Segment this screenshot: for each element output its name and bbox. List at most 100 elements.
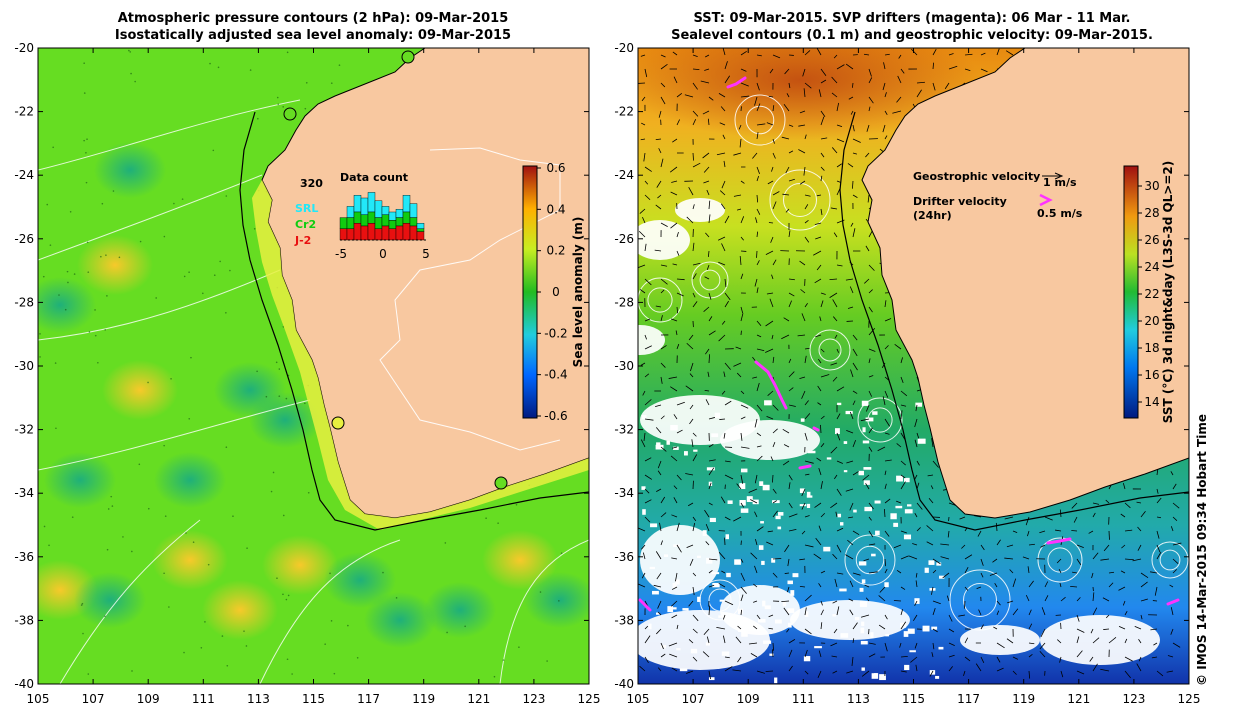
stipple-dot <box>106 295 108 297</box>
velocity-arrow <box>964 637 969 644</box>
velocity-arrow <box>849 286 854 294</box>
velocity-arrow <box>705 523 710 532</box>
warm-water-patch <box>638 48 980 140</box>
sea-level-contour <box>769 169 831 231</box>
velocity-arrow <box>868 375 874 378</box>
velocity-arrow <box>804 473 810 476</box>
velocity-arrow <box>804 649 808 658</box>
velocity-arrow <box>848 598 854 602</box>
velocity-arrow <box>1172 642 1181 648</box>
velocity-arrow <box>675 572 678 582</box>
stipple-dot <box>329 572 331 575</box>
stipple-dot <box>277 103 280 106</box>
shelf-break-line <box>839 111 1189 531</box>
velocity-arrow <box>692 614 699 622</box>
velocity-arrow <box>849 580 854 588</box>
velocity-arrow <box>669 653 678 658</box>
velocity-arrow <box>704 389 710 392</box>
velocity-arrow <box>864 278 870 284</box>
velocity-arrow <box>1039 530 1046 534</box>
velocity-arrow <box>688 600 694 607</box>
right-xtick-label: 115 <box>902 692 925 706</box>
velocity-arrow <box>995 522 998 532</box>
velocity-arrow <box>772 488 777 494</box>
velocity-arrow <box>884 614 888 620</box>
velocity-arrow <box>718 552 726 560</box>
velocity-arrow <box>668 642 678 647</box>
cloud-fleck <box>823 546 831 552</box>
velocity-arrow <box>660 362 666 368</box>
velocity-arrow <box>756 614 761 620</box>
velocity-arrow <box>788 300 792 308</box>
inset-bar-srl <box>416 222 425 229</box>
velocity-arrow <box>1044 595 1049 602</box>
velocity-arrow <box>784 68 790 75</box>
right-axes: 105 107 109 111 113 115 117 119 121 123 125 -20 -22 -… <box>614 41 1200 706</box>
velocity-arrow <box>884 345 889 350</box>
velocity-arrow <box>676 119 680 126</box>
velocity-arrow <box>1092 637 1100 644</box>
stipple-dot <box>83 139 85 142</box>
left-ytick-label: -40 <box>14 677 34 691</box>
cloud-fleck <box>875 530 880 536</box>
velocity-arrow <box>868 530 874 538</box>
velocity-arrow <box>868 571 878 574</box>
velocity-arrow <box>900 609 904 616</box>
velocity-arrow <box>644 318 651 322</box>
left-xtick-label: 117 <box>357 692 380 706</box>
velocity-arrow <box>672 51 678 56</box>
velocity-arrow <box>786 628 790 633</box>
velocity-arrow <box>684 94 694 98</box>
velocity-arrow <box>740 594 744 602</box>
velocity-arrow <box>1166 670 1174 673</box>
cloud-fleck <box>690 648 698 654</box>
velocity-arrow <box>914 642 918 649</box>
stipple-dot <box>164 515 167 517</box>
velocity-arrow <box>772 572 778 578</box>
cloud-fleck <box>843 470 848 473</box>
velocity-arrow <box>877 446 886 452</box>
velocity-arrow <box>915 404 918 412</box>
velocity-arrow <box>847 539 854 546</box>
velocity-arrow <box>836 460 844 464</box>
velocity-arrow <box>644 656 649 664</box>
high-sla-patch <box>102 360 178 420</box>
velocity-arrow <box>820 152 825 158</box>
velocity-arrow <box>932 558 941 565</box>
velocity-arrow <box>948 666 953 672</box>
left-xtick-label: 125 <box>578 692 601 706</box>
right-xtick-label: 111 <box>792 692 815 706</box>
velocity-arrow <box>718 582 726 588</box>
velocity-arrow <box>852 638 855 644</box>
velocity-arrow <box>996 600 1001 606</box>
velocity-arrow <box>1108 582 1114 588</box>
velocity-arrow <box>816 264 822 271</box>
stipple-dot <box>287 594 290 597</box>
cloud-fleck <box>641 486 646 490</box>
velocity-arrow <box>1169 584 1174 588</box>
inset-bar-j2 <box>416 231 425 241</box>
velocity-arrow <box>1027 530 1030 537</box>
velocity-arrow <box>692 301 698 308</box>
inset-bar-srl <box>367 192 376 213</box>
velocity-arrow <box>673 76 678 84</box>
cloud-patch <box>720 420 820 460</box>
inset-bar-cr2 <box>346 217 355 230</box>
stipple-dot <box>497 522 499 524</box>
velocity-arrow <box>804 303 808 308</box>
velocity-arrow <box>865 245 870 252</box>
velocity-arrow <box>788 639 796 644</box>
sea-level-contour <box>783 183 817 217</box>
cloud-fleck <box>896 475 903 482</box>
velocity-arrow <box>644 488 650 494</box>
velocity-arrow <box>868 543 876 546</box>
cloud-fleck <box>761 560 765 565</box>
velocity-arrow <box>912 543 918 546</box>
velocity-arrow <box>772 500 778 504</box>
cloud-fleck <box>903 477 910 483</box>
stipple-dot <box>229 269 231 272</box>
velocity-arrow <box>1150 628 1158 631</box>
velocity-arrow <box>832 299 838 308</box>
velocity-arrow <box>1102 597 1110 602</box>
